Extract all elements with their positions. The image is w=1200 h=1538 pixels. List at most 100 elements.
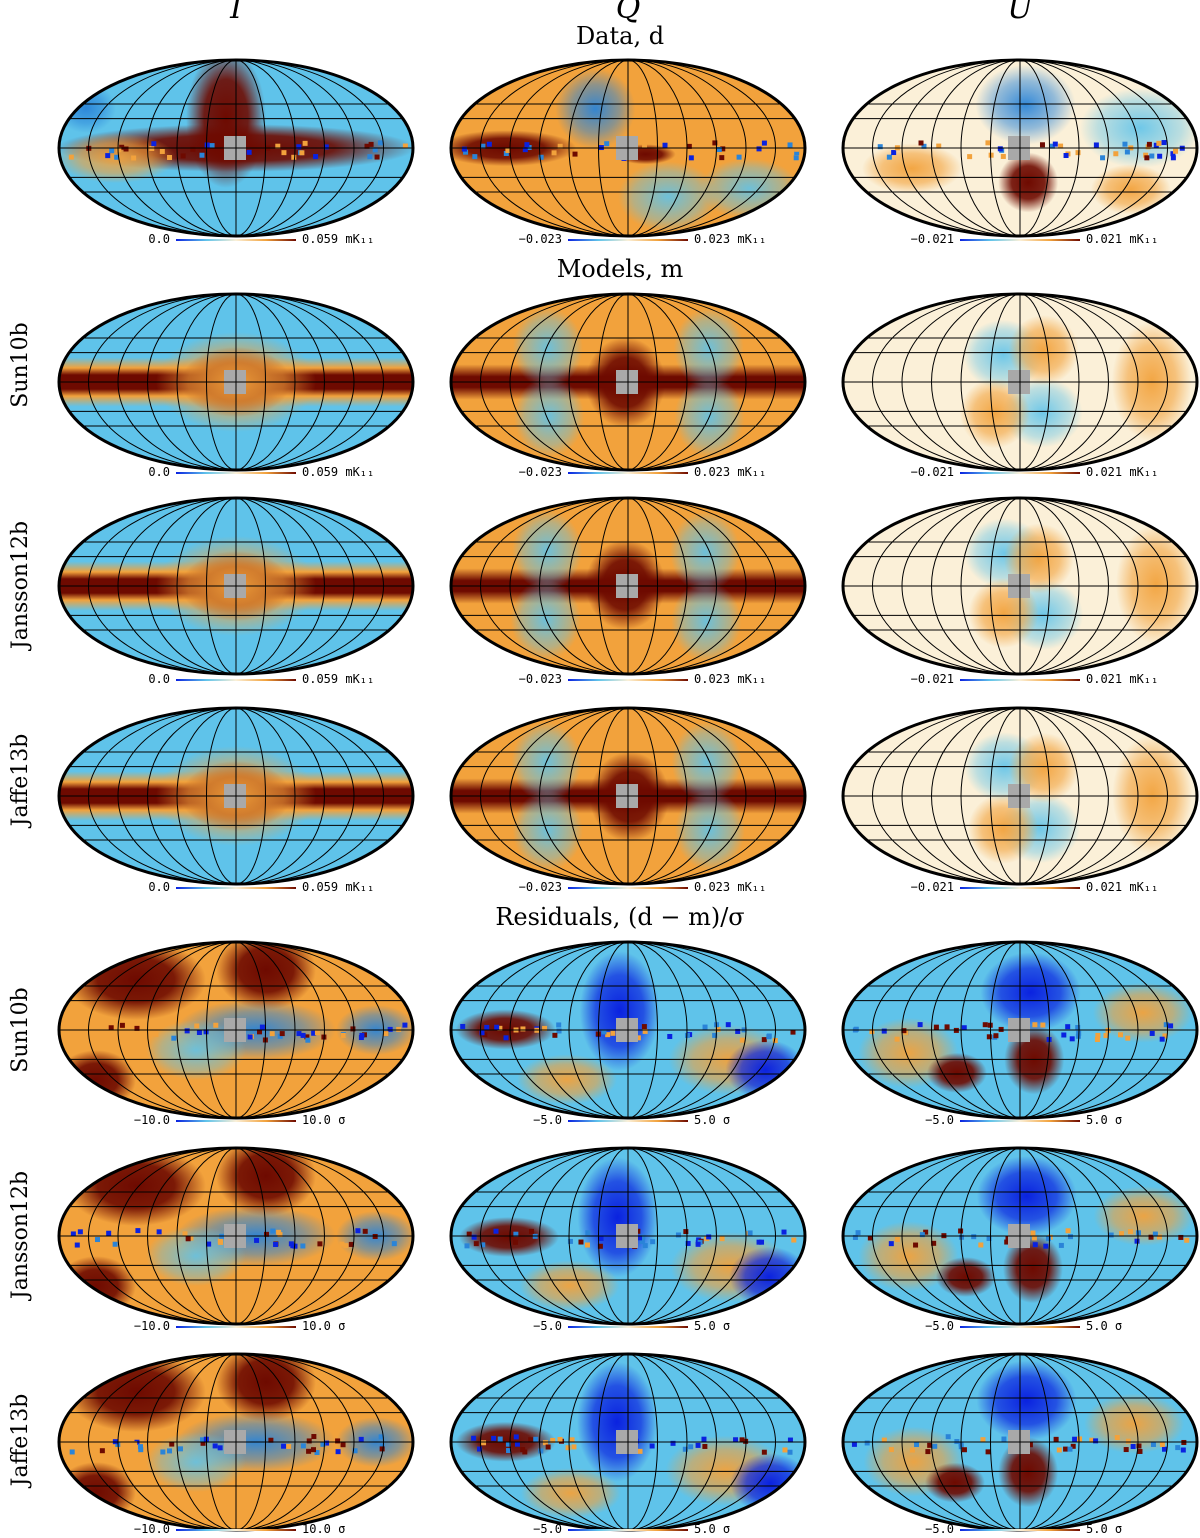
map-pixel: [967, 154, 973, 160]
map-pixel: [276, 1229, 282, 1235]
colorbar-u-model-jaffe13b: −0.021 0.021 mK₁₁: [911, 880, 1159, 894]
map-pixel: [735, 1028, 741, 1034]
colorbar-gradient: [176, 887, 296, 889]
map-outline: [841, 1146, 1199, 1326]
map-residual-sun10b-q: [449, 940, 807, 1120]
map-pixel: [291, 154, 297, 160]
map-pixel: [1063, 153, 1069, 159]
map-pixel: [513, 1231, 519, 1237]
colorbar-min-label: −10.0: [134, 1113, 170, 1127]
map-pixel: [988, 152, 994, 158]
map-pixel: [1000, 153, 1006, 159]
column-header-u: U: [1007, 0, 1034, 26]
graticule: [451, 942, 805, 1118]
map-pixel: [715, 1026, 721, 1032]
map-pixel: [1170, 155, 1176, 161]
map-pixel: [985, 1449, 991, 1455]
graticule: [451, 708, 805, 884]
map-pixel: [683, 1229, 689, 1235]
map-pixel: [1159, 1441, 1165, 1447]
map-pixel: [105, 1443, 111, 1449]
map-pixel: [167, 1448, 173, 1454]
colorbar-min-label: −0.021: [911, 232, 954, 246]
map-pixel: [217, 1445, 223, 1451]
graticule: [451, 60, 805, 236]
map-pixel: [716, 146, 722, 152]
colorbar-gradient: [568, 1326, 688, 1328]
map-outline: [57, 940, 415, 1120]
map-pixel: [387, 1026, 393, 1032]
map-pixel: [538, 154, 544, 160]
map-pixel: [1184, 1237, 1190, 1243]
map-outline: [57, 58, 415, 238]
map-pixel: [961, 1447, 967, 1453]
colorbar-i-model-jansson12b: 0.0 0.059 mK₁₁: [148, 672, 374, 686]
colorbar-gradient: [568, 1529, 688, 1531]
map-feature: [514, 376, 585, 457]
map-outline: [841, 292, 1199, 472]
map-feature: [998, 1437, 1059, 1508]
map-pixel: [134, 1031, 140, 1037]
map-feature: [858, 1221, 959, 1292]
map-feature: [216, 1354, 316, 1422]
map-pixel: [688, 155, 694, 161]
map-feature: [959, 378, 1030, 449]
map-pixel: [355, 1228, 361, 1234]
colorbar-max-label: 5.0 σ: [694, 1319, 730, 1333]
map-pixel: [978, 1242, 984, 1248]
map-pixel: [662, 142, 668, 148]
map-pixel: [352, 1448, 358, 1454]
colorbar-min-label: −0.023: [519, 672, 562, 686]
map-feature: [1112, 734, 1193, 855]
map-pixel: [259, 1024, 265, 1030]
map-feature: [66, 1148, 206, 1226]
map-pixel: [302, 140, 308, 146]
map-feature: [924, 1462, 985, 1503]
map-pixel: [556, 1022, 562, 1028]
map-pixel: [1113, 151, 1119, 157]
map-pixel: [506, 1448, 512, 1454]
map-pixel: [68, 154, 74, 160]
map-data-q: [449, 58, 807, 238]
map-pixel: [761, 1449, 767, 1455]
colorbar-resu-residual-sun10b: −5.0 5.0 σ: [925, 1113, 1122, 1127]
map-pixel: [719, 1236, 725, 1242]
map-pixel: [84, 1242, 90, 1248]
map-pixel: [190, 146, 196, 152]
map-pixel: [200, 1440, 206, 1446]
map-pixel: [1005, 1235, 1011, 1241]
map-pixel: [1128, 1229, 1134, 1235]
graticule: [451, 1148, 805, 1324]
map-pixel: [585, 1230, 591, 1236]
map-pixel: [340, 1442, 346, 1448]
colorbar-q-model-jaffe13b: −0.023 0.023 mK₁₁: [519, 880, 767, 894]
map-pixel: [379, 1443, 385, 1449]
map-pixel: [300, 1032, 306, 1038]
map-pixel: [1163, 1022, 1169, 1028]
map-pixel: [772, 1037, 778, 1043]
map-feature: [455, 1009, 556, 1050]
map-pixel: [374, 154, 380, 160]
map-outline: [449, 292, 807, 472]
map-pixel: [1070, 1443, 1076, 1449]
map-feature: [1115, 524, 1196, 645]
map-pixel: [305, 1037, 311, 1043]
map-pixel: [123, 146, 129, 152]
graticule: [843, 1148, 1197, 1324]
map-pixel: [196, 1029, 202, 1035]
column-header-q: Q: [616, 0, 641, 26]
map-pixel: [712, 140, 718, 146]
map-pixel: [980, 1437, 986, 1443]
map-pixel: [641, 1024, 647, 1030]
map-pixel: [909, 1447, 915, 1453]
map-pixel: [959, 1234, 965, 1240]
map-pixel: [1180, 1447, 1186, 1453]
map-pixel: [471, 1435, 477, 1441]
map-model-sun10b-i: [57, 292, 415, 472]
map-pixel: [733, 1437, 739, 1443]
map-pixel: [254, 1237, 260, 1243]
graticule: [451, 294, 805, 470]
colorbar-resq-residual-jansson12b: −5.0 5.0 σ: [533, 1319, 730, 1333]
map-pixel: [918, 140, 924, 146]
colorbar-min-label: −0.023: [519, 232, 562, 246]
